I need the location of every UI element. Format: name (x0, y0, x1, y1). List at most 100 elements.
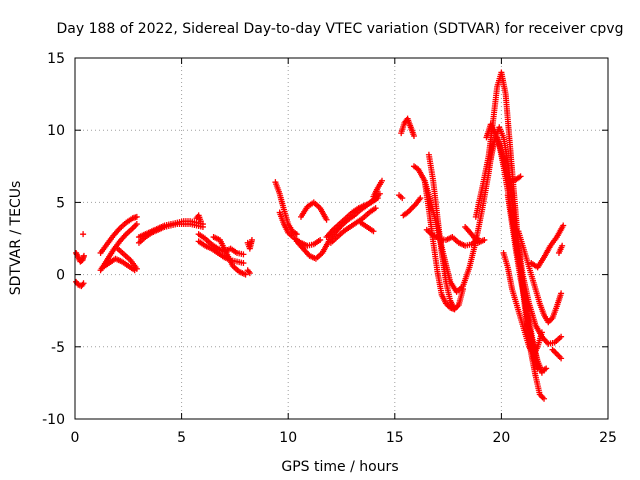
y-tick-label: -5 (51, 340, 65, 356)
data-point (539, 394, 546, 401)
x-axis-title: GPS time / hours (281, 459, 398, 475)
axis-ticks: 0 5 10 15 20 25 -10 -5 0 5 10 15 (42, 51, 617, 446)
series-seg-j (193, 212, 204, 225)
data-point (481, 236, 488, 243)
series-seg-o (244, 267, 253, 277)
grid (75, 58, 608, 419)
series-seg-i (135, 218, 206, 241)
series-seg-b (73, 278, 87, 290)
data-point (559, 242, 566, 249)
data-point (323, 216, 330, 223)
data-point (407, 206, 414, 213)
x-tick-label: 10 (279, 430, 297, 446)
data-point (558, 333, 565, 340)
series-seg-c (80, 231, 87, 238)
data-point (555, 352, 562, 359)
data-point (408, 205, 415, 212)
data-point (133, 221, 140, 228)
series-seg-x (398, 115, 417, 139)
data-point (197, 218, 204, 225)
data-point (451, 306, 458, 313)
data-point (556, 353, 563, 360)
series-seg-d (97, 213, 140, 256)
data-point (317, 236, 324, 243)
data-point (133, 265, 140, 272)
series-seg-e (97, 221, 140, 274)
series-seg-z (400, 195, 424, 219)
series-seg-n (244, 236, 255, 252)
data-point (558, 355, 565, 362)
data-point (130, 223, 137, 230)
chart-title: Day 188 of 2022, Sidereal Day-to-day VTE… (57, 21, 624, 37)
x-tick-label: 20 (492, 430, 510, 446)
data-point (293, 231, 300, 238)
data-point (417, 195, 424, 202)
series-seg-am (528, 222, 567, 271)
data-point (370, 228, 377, 235)
series-seg-q (276, 209, 324, 249)
data-point (549, 346, 556, 353)
data-point (246, 270, 253, 277)
series-seg-u (327, 205, 379, 246)
series-seg-aa (410, 141, 496, 295)
data-point (538, 329, 545, 336)
data-point (550, 348, 557, 355)
data-point (379, 177, 386, 184)
x-tick-label: 5 (177, 430, 186, 446)
data-point (80, 252, 87, 259)
y-tick-label: 5 (56, 195, 65, 211)
data-point (460, 286, 467, 293)
data-point (552, 349, 559, 356)
data-point (543, 365, 550, 372)
data-point (133, 213, 140, 220)
series-seg-ak (500, 249, 545, 359)
series-seg-m (210, 234, 249, 278)
y-tick-label: 0 (56, 268, 65, 284)
series-seg-al (515, 228, 565, 326)
x-tick-label: 0 (71, 430, 80, 446)
series-seg-y (396, 192, 406, 202)
y-axis-title: SDTVAR / TECUs (8, 181, 24, 296)
series-seg-an (504, 173, 524, 184)
series-seg-t (323, 195, 381, 241)
x-tick-label: 25 (599, 430, 617, 446)
series-seg-ae (462, 223, 488, 246)
x-tick-label: 15 (386, 430, 404, 446)
data-point (558, 290, 565, 297)
series-seg-w (370, 177, 386, 200)
data-point (410, 132, 417, 139)
series-seg-f (99, 255, 138, 274)
series-seg-aj (504, 192, 550, 375)
data-point (132, 222, 139, 229)
series-seg-ap (555, 242, 566, 256)
y-tick-label: 15 (47, 51, 65, 67)
series-seg-ad (423, 226, 481, 249)
data-point (240, 251, 247, 258)
series-seg-v (357, 219, 377, 235)
data-point (248, 236, 255, 243)
data-point (560, 222, 567, 229)
series-seg-g (114, 245, 140, 272)
series-seg-ab (425, 151, 467, 313)
data-point (399, 195, 406, 202)
series-seg-s (297, 199, 330, 223)
data-point (553, 351, 560, 358)
y-tick-label: -10 (42, 412, 65, 428)
data-point (410, 203, 417, 210)
data-point (80, 280, 87, 287)
data-point (517, 173, 524, 180)
series-seg-p (272, 179, 300, 238)
series-seg-ao (549, 346, 565, 362)
plot-frame (74, 57, 609, 420)
data-point (372, 205, 379, 212)
y-tick-label: 10 (47, 123, 65, 139)
data-points (73, 69, 567, 402)
data-point (240, 260, 247, 267)
series-seg-a (73, 249, 87, 265)
series-seg-ac (421, 177, 458, 313)
data-point (242, 271, 249, 278)
data-point (374, 195, 381, 202)
data-point (80, 231, 87, 238)
data-point (541, 395, 548, 402)
